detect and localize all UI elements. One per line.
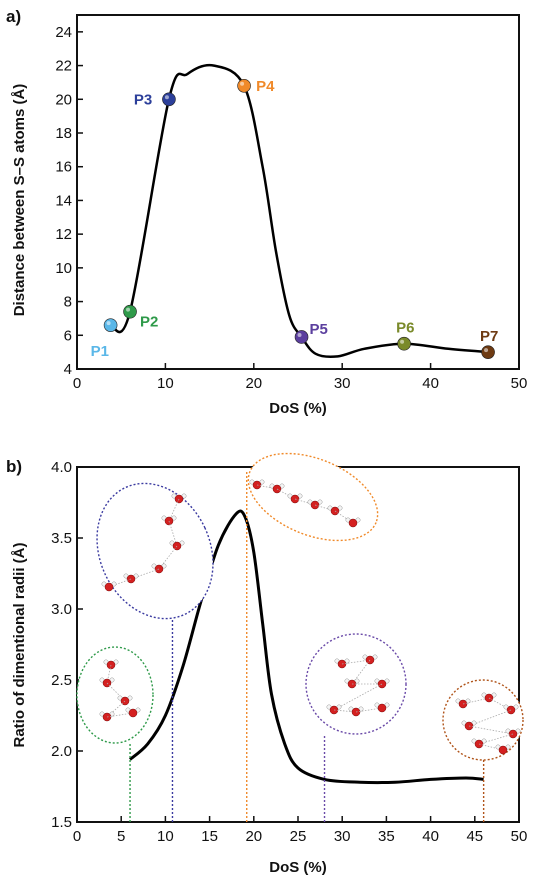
hydrogen-bond bbox=[106, 712, 134, 718]
point-p2-label: P2 bbox=[140, 314, 158, 331]
panel-b-curve bbox=[129, 509, 484, 785]
plot-frame bbox=[76, 14, 520, 370]
y-tick-label: 10 bbox=[55, 260, 72, 277]
point-p3-highlight bbox=[164, 95, 169, 100]
y-tick-label: 24 bbox=[55, 24, 72, 41]
hydrogen-bond bbox=[108, 578, 132, 588]
y-tick-label: 4 bbox=[64, 361, 72, 378]
y-tick-label: 3.0 bbox=[51, 601, 72, 618]
oxygen-atom bbox=[128, 708, 138, 718]
point-p1-highlight bbox=[106, 321, 111, 326]
panel-a-xlabel: DoS (%) bbox=[269, 400, 327, 417]
point-p3-label: P3 bbox=[134, 91, 152, 108]
panel-a-curve bbox=[109, 63, 489, 359]
y-tick-label: 20 bbox=[55, 91, 72, 108]
x-tick-label: 50 bbox=[511, 828, 528, 845]
hydrogen-bond bbox=[355, 707, 383, 713]
x-tick-label: 20 bbox=[245, 828, 262, 845]
x-tick-label: 45 bbox=[466, 828, 483, 845]
y-tick-label: 14 bbox=[55, 192, 72, 209]
point-p6-highlight bbox=[400, 339, 405, 344]
panel-b-ylabel: Ratio of dimentional radii (Å) bbox=[11, 542, 28, 747]
y-tick-label: 16 bbox=[55, 159, 72, 176]
hydrogen-bond bbox=[478, 743, 504, 751]
y-tick-label: 2.5 bbox=[51, 672, 72, 689]
x-tick-label: 30 bbox=[334, 828, 351, 845]
y-tick-label: 18 bbox=[55, 125, 72, 142]
hydrogen-bond bbox=[168, 520, 178, 547]
hydrogen-bond bbox=[168, 498, 180, 522]
y-tick-label: 1.5 bbox=[51, 814, 72, 831]
point-p2-highlight bbox=[126, 307, 131, 312]
hydrogen-bond bbox=[106, 700, 126, 718]
hydrogen-bond bbox=[333, 683, 383, 711]
hydrogen-bond bbox=[314, 504, 336, 512]
panel-a-ylabel: Distance between S–S atoms (Å) bbox=[11, 84, 28, 317]
x-tick-label: 15 bbox=[201, 828, 218, 845]
point-p7-label: P7 bbox=[480, 328, 498, 345]
oxygen-atom bbox=[104, 582, 114, 592]
y-tick-label: 4.0 bbox=[51, 459, 72, 476]
snapshot-inset-ellipse bbox=[96, 482, 214, 620]
x-tick-label: 5 bbox=[117, 828, 125, 845]
hydrogen-bond bbox=[294, 498, 316, 506]
snapshot-inset-ellipse bbox=[247, 452, 379, 542]
x-tick-label: 0 bbox=[73, 828, 81, 845]
point-p7-marker bbox=[481, 345, 495, 359]
y-tick-label: 3.5 bbox=[51, 530, 72, 547]
point-p6-marker bbox=[397, 336, 411, 351]
x-tick-label: 10 bbox=[157, 375, 174, 392]
x-tick-label: 20 bbox=[245, 375, 262, 392]
point-p4-highlight bbox=[240, 81, 245, 86]
point-p4-label: P4 bbox=[256, 78, 275, 95]
panel-a-chart: 0 10 20 30 40 50 4 6 8 10 12 14 16 18 20 22 24 P1 P2 P3 P4 P5… bbox=[55, 14, 528, 392]
x-tick-label: 35 bbox=[378, 828, 395, 845]
point-p6-label: P6 bbox=[396, 320, 414, 337]
x-tick-label: 30 bbox=[334, 375, 351, 392]
point-p5-label: P5 bbox=[310, 321, 328, 338]
point-p3-marker bbox=[162, 92, 176, 107]
x-tick-label: 40 bbox=[422, 828, 439, 845]
panel-a-label: a) bbox=[6, 7, 21, 26]
point-p7-highlight bbox=[484, 348, 489, 353]
hydrogen-bond bbox=[462, 697, 490, 705]
x-tick-label: 25 bbox=[290, 828, 307, 845]
x-tick-label: 40 bbox=[422, 375, 439, 392]
x-tick-label: 10 bbox=[157, 828, 174, 845]
snapshot-inset-ellipse bbox=[442, 679, 524, 761]
panel-b-xlabel: DoS (%) bbox=[269, 859, 327, 876]
point-p4-marker bbox=[237, 79, 251, 93]
y-tick-label: 22 bbox=[55, 58, 72, 75]
y-tick-label: 12 bbox=[55, 226, 72, 243]
hydrogen-bond bbox=[468, 725, 514, 735]
y-tick-label: 6 bbox=[64, 327, 72, 344]
x-tick-label: 50 bbox=[511, 375, 528, 392]
panel-b-chart: 0 5 10 15 20 25 30 35 40 45 50 1.5 2.0 2.5 3.0 3.5 4.0 bbox=[51, 452, 528, 845]
oxygen-atom bbox=[498, 745, 508, 755]
snapshot-inset-ellipse bbox=[76, 646, 154, 744]
hydrogen-bond bbox=[276, 488, 296, 500]
point-p5-marker bbox=[294, 330, 309, 344]
point-p1-label: P1 bbox=[91, 343, 109, 360]
point-p1-marker bbox=[103, 318, 118, 332]
y-tick-label: 8 bbox=[64, 294, 72, 311]
x-tick-label: 0 bbox=[73, 375, 81, 392]
hydrogen-bond bbox=[488, 697, 512, 711]
y-tick-label: 2.0 bbox=[51, 743, 72, 760]
hydrogen-bond bbox=[256, 484, 278, 490]
oxygen-atom bbox=[348, 518, 358, 528]
panel-b-label: b) bbox=[6, 457, 22, 476]
point-p5-highlight bbox=[297, 332, 302, 337]
oxygen-atom bbox=[377, 703, 387, 713]
point-p2-marker bbox=[123, 304, 137, 319]
